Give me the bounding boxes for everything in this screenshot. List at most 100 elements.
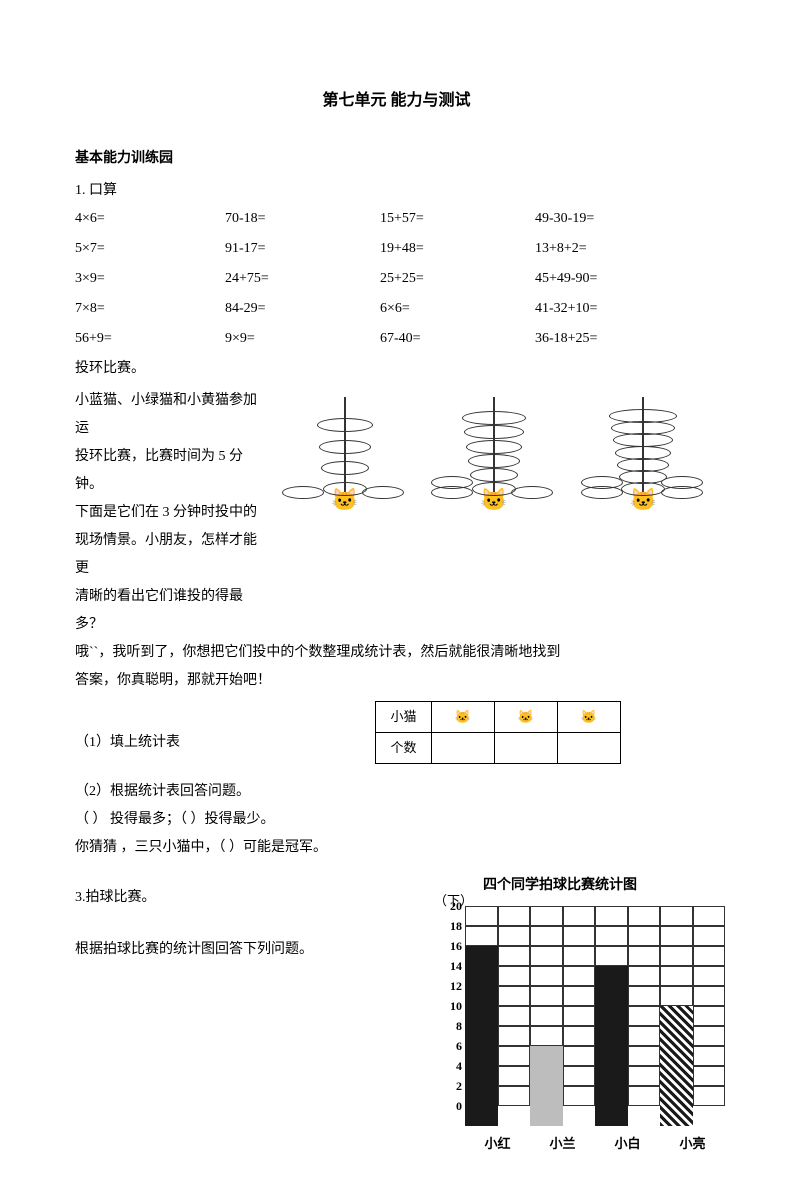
- grid-cell: [628, 1006, 661, 1026]
- grid-cell: [465, 926, 498, 946]
- table-cell-blank: [495, 733, 558, 764]
- grid-cell: [563, 926, 596, 946]
- grid-cell: [660, 946, 693, 966]
- calc-cell: 36-18+25=: [535, 325, 695, 353]
- calc-cell: 91-17=: [225, 235, 380, 263]
- x-label: 小亮: [660, 1131, 725, 1151]
- grid-cell: [660, 926, 693, 946]
- calc-cell: 67-40=: [380, 325, 535, 353]
- ring-icon: [581, 476, 623, 489]
- x-label: 小红: [465, 1131, 530, 1151]
- grid-cell: [660, 906, 693, 926]
- ring-icon: [323, 482, 367, 496]
- grid-cell: [563, 1066, 596, 1086]
- grid-cell: [498, 1066, 531, 1086]
- ring-intro: 投环比赛。: [75, 355, 718, 383]
- calc-cell: 70-18=: [225, 205, 380, 233]
- table-row-label: 个数: [376, 733, 432, 764]
- x-label: 小白: [595, 1131, 660, 1151]
- grid-cell: [563, 1086, 596, 1106]
- grid-cell: [530, 1026, 563, 1046]
- grid-cell: [498, 1046, 531, 1066]
- grid-cell: [530, 966, 563, 986]
- ring-pole-green: 🐱: [426, 387, 561, 527]
- calc-cell: 7×8=: [75, 295, 225, 323]
- grid-cell: [628, 966, 661, 986]
- calc-row: 56+9= 9×9= 67-40= 36-18+25=: [75, 325, 718, 353]
- calc-cell: 84-29=: [225, 295, 380, 323]
- calc-cell: 15+57=: [380, 205, 535, 233]
- grid-cell: [628, 1066, 661, 1086]
- grid-cell: [498, 946, 531, 966]
- bar-chart: 四个同学拍球比赛统计图 （下） 小红小兰小白小亮 201816141210864…: [405, 872, 715, 1146]
- calc-cell: 56+9=: [75, 325, 225, 353]
- ring-line: 哦``，我听到了，你想把它们投中的个数整理成统计表，然后就能很清晰地找到: [75, 639, 718, 667]
- q3-body: 根据拍球比赛的统计图回答下列问题。: [75, 936, 405, 964]
- grid-cell: [693, 1066, 726, 1086]
- ring-line: 清晰的看出它们谁投的得最: [75, 583, 270, 611]
- grid-cell: [563, 986, 596, 1006]
- grid-cell: [628, 986, 661, 1006]
- grid-cell: [498, 926, 531, 946]
- calc-cell: 24+75=: [225, 265, 380, 293]
- bar-小红: [465, 946, 498, 1126]
- cat-blue-icon: 🐱: [455, 709, 471, 724]
- table-header-cat-blue: 🐱: [432, 702, 495, 733]
- calc-cell: 13+8+2=: [535, 235, 695, 263]
- grid-cell: [563, 1006, 596, 1026]
- grid-cell: [628, 906, 661, 926]
- ring-icon: [615, 446, 671, 460]
- calc-row: 4×6= 70-18= 15+57= 49-30-19=: [75, 205, 718, 233]
- cat-green-icon: 🐱: [518, 709, 534, 724]
- grid-cell: [693, 946, 726, 966]
- worksheet-page: 第七单元 能力与测试 基本能力训练园 1. 口算 4×6= 70-18= 15+…: [0, 0, 793, 1186]
- ring-icon: [282, 486, 324, 499]
- q2-line: （2）根据统计表回答问题。: [75, 778, 718, 806]
- grid-cell: [498, 906, 531, 926]
- calc-row: 7×8= 84-29= 6×6= 41-32+10=: [75, 295, 718, 323]
- ring-icon: [511, 486, 553, 499]
- ring-icon: [462, 411, 526, 425]
- q3-text: 3.拍球比赛。 根据拍球比赛的统计图回答下列问题。: [75, 872, 405, 1146]
- ring-line: 答案，你真聪明，那就开始吧！: [75, 667, 718, 695]
- grid-cell: [693, 986, 726, 1006]
- calc-cell: 9×9=: [225, 325, 380, 353]
- calc-table: 4×6= 70-18= 15+57= 49-30-19= 5×7= 91-17=…: [75, 205, 718, 353]
- q1-label: 1. 口算: [75, 177, 718, 205]
- ring-line: 现场情景。小朋友，怎样才能更: [75, 527, 270, 583]
- table-row: 个数: [376, 733, 621, 764]
- ring-line: 多？: [75, 611, 270, 639]
- grid-cell: [530, 946, 563, 966]
- ring-icon: [317, 418, 373, 432]
- calc-cell: 25+25=: [380, 265, 535, 293]
- grid-cell: [530, 1006, 563, 1026]
- ring-icon: [321, 461, 369, 475]
- q2-line: （ ） 投得最多；（ ）投得最少。: [75, 806, 718, 834]
- x-label: 小兰: [530, 1131, 595, 1151]
- q2-line: 你猜猜 ，三只小猫中，（ ）可能是冠军。: [75, 834, 718, 862]
- ring-icon: [621, 482, 665, 496]
- ring-icon: [470, 468, 518, 482]
- grid-cell: [498, 1086, 531, 1106]
- calc-cell: 6×6=: [380, 295, 535, 323]
- q3-head: 3.拍球比赛。: [75, 884, 405, 912]
- page-title: 第七单元 能力与测试: [75, 85, 718, 117]
- table-cell-blank: [432, 733, 495, 764]
- ring-text: 小蓝猫、小绿猫和小黄猫参加运 投环比赛，比赛时间为 5 分钟。 下面是它们在 3…: [75, 387, 270, 639]
- grid-cell: [693, 926, 726, 946]
- table-header-label: 小猫: [376, 702, 432, 733]
- stat-block: （1）填上统计表 小猫 🐱 🐱 🐱 个数: [75, 701, 718, 764]
- bar-小亮: [660, 1006, 693, 1126]
- ring-icon: [319, 440, 371, 454]
- grid-cell: [563, 966, 596, 986]
- section-heading: 基本能力训练园: [75, 145, 718, 173]
- calc-cell: 45+49-90=: [535, 265, 695, 293]
- grid-cell: [498, 966, 531, 986]
- ring-icon: [617, 458, 669, 472]
- grid-cell: [693, 1006, 726, 1026]
- grid-cell: [693, 1046, 726, 1066]
- grid-cell: [595, 926, 628, 946]
- ring-icon: [613, 433, 673, 447]
- calc-cell: 3×9=: [75, 265, 225, 293]
- bar-小兰: [530, 1046, 563, 1126]
